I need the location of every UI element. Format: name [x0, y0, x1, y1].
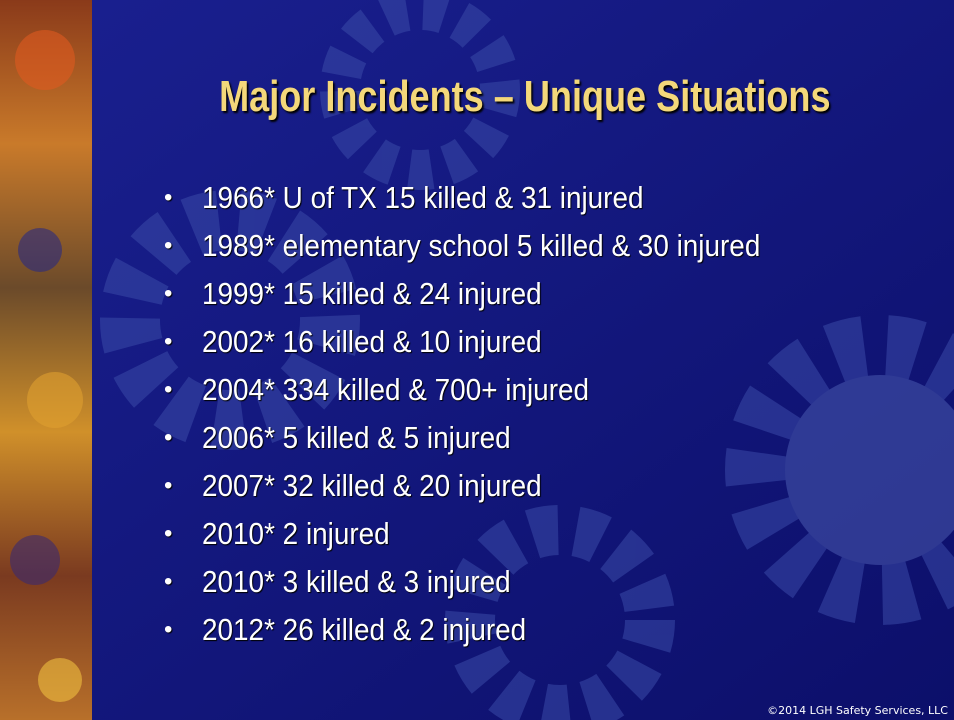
bullet-dot: • [164, 514, 172, 554]
bullet-dot: • [164, 466, 172, 506]
bullet-text: 2007* 32 killed & 20 injured [202, 466, 542, 506]
bullet-text: 2002* 16 killed & 10 injured [202, 322, 542, 362]
bullet-dot: • [164, 226, 172, 266]
bullet-text: 2012* 26 killed & 2 injured [202, 610, 526, 650]
bullet-text: 2006* 5 killed & 5 injured [202, 418, 511, 458]
slide: Major Incidents – Unique Situations • 196… [0, 0, 954, 720]
slide-title: Major Incidents – Unique Situations [95, 72, 954, 122]
bullet-text: 2010* 3 killed & 3 injured [202, 562, 511, 602]
title-text: Major Incidents – Unique Situations [219, 72, 830, 122]
bullet-text: 2004* 334 killed & 700+ injured [202, 370, 589, 410]
bullet-text: 1999* 15 killed & 24 injured [202, 274, 542, 314]
bullet-text: 1989* elementary school 5 killed & 30 in… [202, 226, 760, 266]
bullet-dot: • [164, 562, 172, 602]
bullet-dot: • [164, 610, 172, 650]
bullet-text: 2010* 2 injured [202, 514, 390, 554]
footer: ©2014 LGH Safety Services, LLC [767, 704, 948, 717]
bullet-dot: • [164, 370, 172, 410]
bullet-dot: • [164, 418, 172, 458]
bullet-dot: • [164, 274, 172, 314]
bullet-dot: • [164, 322, 172, 362]
bullet-text: 1966* U of TX 15 killed & 31 injured [202, 178, 644, 218]
bullet-dot: • [164, 178, 172, 218]
